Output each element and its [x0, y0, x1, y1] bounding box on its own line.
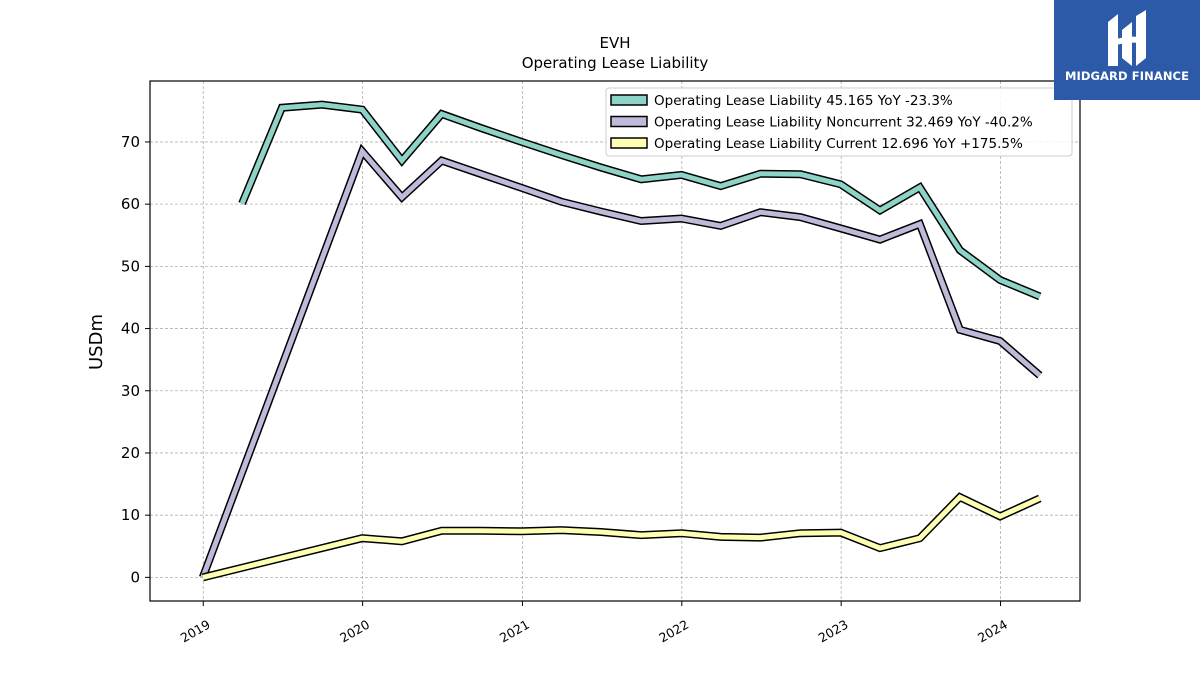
legend-label-0: Operating Lease Liability 45.165 YoY -23…: [654, 93, 953, 109]
y-tick-label: 50: [121, 257, 140, 275]
x-axis-ticks: 2019 2020 2021 2022 2023 2024: [178, 601, 1010, 646]
series-line-2: [202, 494, 1041, 580]
x-tick-label: 2019: [178, 617, 213, 646]
plot-frame: [149, 80, 1081, 602]
series-line-1: [200, 146, 1042, 579]
x-tick-label: 2023: [816, 617, 851, 646]
legend-swatch-1: [610, 115, 648, 128]
y-tick-label: 60: [121, 195, 140, 213]
y-tick-label: 30: [121, 382, 140, 400]
legend-label-1: Operating Lease Liability Noncurrent 32.…: [654, 115, 1033, 131]
grid: [150, 81, 1080, 601]
legend-swatch-2: [610, 137, 648, 149]
series-line-0: [239, 102, 1041, 299]
legend-frame: [605, 87, 1073, 157]
legend-label-2: Operating Lease Liability Current 12.696…: [654, 136, 1023, 152]
chart-title: EVH: [599, 34, 630, 52]
legend-swatch-0: [610, 94, 648, 106]
y-tick-label: 20: [121, 444, 140, 462]
x-tick-label: 2024: [975, 617, 1010, 646]
x-tick-label: 2020: [337, 617, 372, 646]
legend: Operating Lease Liability 45.165 YoY -23…: [605, 87, 1073, 157]
logo-text: MIDGARD FINANCE: [1064, 69, 1190, 83]
x-tick-label: 2022: [656, 617, 691, 646]
x-tick-label: 2021: [497, 617, 532, 646]
y-axis-ticks: 0 10 20 30 40 50 60 70: [121, 133, 150, 586]
y-tick-label: 70: [121, 133, 140, 151]
y-tick-label: 10: [121, 506, 140, 524]
series-lines: [199, 100, 1043, 582]
chart-subtitle: Operating Lease Liability: [522, 54, 709, 72]
y-tick-label: 40: [121, 320, 140, 338]
y-tick-label: 0: [130, 568, 140, 586]
midgard-finance-logo: MIDGARD FINANCE: [1054, 0, 1200, 100]
y-axis-label: USDm: [86, 314, 107, 370]
midgard-logo-mark-icon: [1108, 10, 1146, 66]
